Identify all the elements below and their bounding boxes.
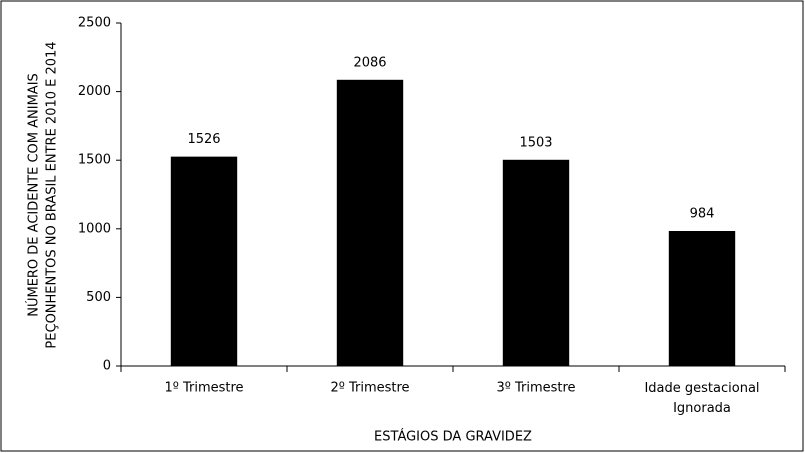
bar: [668, 230, 736, 366]
x-tick-label: 3º Trimestre: [496, 381, 575, 396]
bar: [170, 156, 238, 366]
bar: [502, 159, 570, 366]
y-tick-label: 1000: [78, 221, 111, 236]
data-label: 2086: [353, 55, 386, 70]
y-tick-label: 2000: [78, 84, 111, 99]
x-tick-label: 1º Trimestre: [164, 381, 243, 396]
y-axis-title: PEÇONHENTOS NO BRASIL ENTRE 2010 E 2014: [45, 41, 60, 348]
x-axis-title: ESTÁGIOS DA GRAVIDEZ: [374, 429, 532, 445]
y-axis-title: NÚMERO DE ACIDENTE COM ANIMAIS: [26, 73, 42, 317]
x-tick-label: 2º Trimestre: [330, 381, 409, 396]
data-label: 984: [690, 206, 715, 221]
x-tick-label: Idade gestacional Ignorada: [644, 381, 759, 416]
data-label: 1526: [187, 132, 220, 147]
y-tick-label: 0: [103, 359, 111, 374]
data-label: 1503: [519, 135, 552, 150]
bar: [336, 79, 404, 367]
y-tick-label: 2500: [78, 16, 111, 31]
x-tick-label-line: Ignorada: [673, 401, 731, 416]
y-tick-label: 500: [86, 290, 111, 305]
y-tick-label: 1500: [78, 153, 111, 168]
x-tick-label-line: Idade gestacional: [644, 381, 759, 396]
